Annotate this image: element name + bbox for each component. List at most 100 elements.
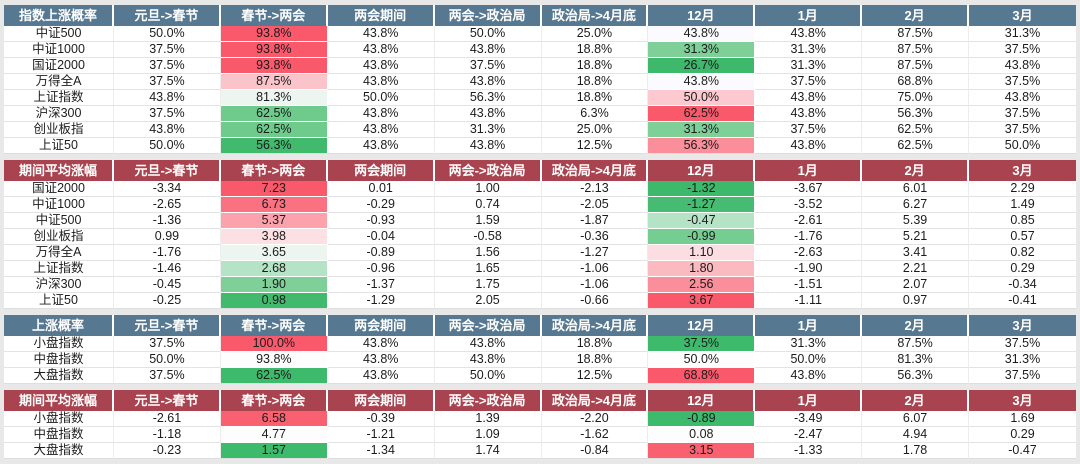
column-header: 春节->两会 (220, 315, 328, 336)
value-cell: -0.58 (434, 229, 542, 245)
value-cell: 1.59 (434, 213, 542, 229)
value-cell: 50.0% (114, 352, 221, 368)
value-cell: 75.0% (862, 90, 969, 106)
header-row: 指数上涨概率 元旦->春节 春节->两会 两会期间 两会->政治局 政治局->4月底 12月… (4, 5, 1076, 26)
value-cell: 68.8% (862, 74, 969, 90)
table-row: 创业板指 43.8% 62.5% 43.8% 31.3% 25.0% 31.3% 37.5% 6… (4, 122, 1076, 138)
column-header: 3月 (969, 315, 1076, 336)
value-cell: -1.11 (755, 293, 863, 309)
value-cell: 43.8% (434, 336, 542, 352)
value-cell: 43.8% (114, 90, 221, 106)
value-cell: 43.8% (755, 90, 863, 106)
row-label: 沪深300 (4, 106, 114, 122)
data-table-index-period-avg-change: 期间平均涨幅 元旦->春节 春节->两会 两会期间 两会->政治局 政治局->4月底 12月… (4, 160, 1076, 309)
column-header: 2月 (862, 160, 969, 181)
value-cell: -1.34 (327, 443, 435, 459)
value-cell: 3.41 (862, 245, 969, 261)
value-cell: -1.32 (648, 181, 756, 197)
value-cell: -1.33 (755, 443, 863, 459)
value-cell: 5.21 (862, 229, 969, 245)
table-row: 小盘指数 -2.61 6.58 -0.39 1.39 -2.20 -0.89 -3.49 6.0… (4, 411, 1076, 427)
value-cell: 31.3% (648, 122, 756, 138)
row-label: 上证50 (4, 138, 114, 154)
value-cell: -1.29 (327, 293, 435, 309)
value-cell: -1.27 (648, 197, 756, 213)
value-cell: 43.8% (755, 26, 863, 42)
value-cell: 18.8% (541, 352, 649, 368)
column-header: 两会->政治局 (434, 315, 542, 336)
value-cell: 43.8% (327, 58, 435, 74)
data-table-index-up-probability: 指数上涨概率 元旦->春节 春节->两会 两会期间 两会->政治局 政治局->4月底 12月… (4, 5, 1076, 154)
table-row: 中证500 50.0% 93.8% 43.8% 50.0% 25.0% 43.8% 43.8%… (4, 26, 1076, 42)
value-cell: -2.47 (755, 427, 863, 443)
value-cell: -0.84 (541, 443, 649, 459)
column-header: 元旦->春节 (114, 315, 221, 336)
value-cell: 31.3% (969, 26, 1076, 42)
value-cell: -2.65 (114, 197, 221, 213)
value-cell: 37.5% (969, 74, 1076, 90)
row-label: 大盘指数 (4, 443, 114, 459)
value-cell: 31.3% (648, 42, 756, 58)
value-cell: 50.0% (755, 352, 863, 368)
value-cell: -0.41 (969, 293, 1076, 309)
row-label: 国证2000 (4, 58, 114, 74)
value-cell: 18.8% (541, 336, 649, 352)
value-cell: -3.67 (755, 181, 863, 197)
value-cell: -0.89 (327, 245, 435, 261)
value-cell: 68.8% (648, 368, 756, 384)
value-cell: -0.45 (114, 277, 221, 293)
value-cell: 56.3% (648, 138, 756, 154)
value-cell: 12.5% (541, 138, 649, 154)
value-cell: 43.8% (434, 352, 542, 368)
value-cell: 3.15 (648, 443, 756, 459)
value-cell: 62.5% (862, 122, 969, 138)
row-label: 中盘指数 (4, 427, 114, 443)
value-cell: 43.8% (434, 42, 542, 58)
value-cell: 25.0% (541, 122, 649, 138)
value-cell: 1.80 (648, 261, 756, 277)
row-label: 大盘指数 (4, 368, 114, 384)
value-cell: -3.49 (755, 411, 863, 427)
value-cell: 50.0% (114, 138, 221, 154)
value-cell: 3.67 (648, 293, 756, 309)
section-title: 期间平均涨幅 (4, 160, 114, 181)
row-label: 万得全A (4, 74, 114, 90)
section-title: 上涨概率 (4, 315, 114, 336)
table-row: 创业板指 0.99 3.98 -0.04 -0.58 -0.36 -0.99 -1.76 5.2… (4, 229, 1076, 245)
value-cell: -0.89 (648, 411, 756, 427)
row-label: 上证50 (4, 293, 114, 309)
value-cell: 43.8% (969, 58, 1076, 74)
value-cell: 43.8% (969, 90, 1076, 106)
value-cell: 31.3% (755, 42, 863, 58)
column-header: 2月 (862, 315, 969, 336)
header-row: 期间平均涨幅 元旦->春节 春节->两会 两会期间 两会->政治局 政治局->4月底 12月… (4, 390, 1076, 411)
table-row: 上证50 50.0% 56.3% 43.8% 43.8% 12.5% 56.3% 43.8% 6… (4, 138, 1076, 154)
column-header: 12月 (648, 315, 756, 336)
value-cell: 62.5% (648, 106, 756, 122)
column-header: 政治局->4月底 (541, 5, 649, 26)
column-header: 两会期间 (327, 390, 435, 411)
value-cell: 43.8% (755, 368, 863, 384)
value-cell: 43.8% (114, 122, 221, 138)
column-header: 3月 (969, 5, 1076, 26)
value-cell: 37.5% (969, 122, 1076, 138)
header-row: 上涨概率 元旦->春节 春节->两会 两会期间 两会->政治局 政治局->4月底 12月 1月… (4, 315, 1076, 336)
value-cell: 31.3% (969, 352, 1076, 368)
value-cell: 1.69 (969, 411, 1076, 427)
value-cell: -1.90 (755, 261, 863, 277)
table-row: 万得全A 37.5% 87.5% 43.8% 43.8% 18.8% 43.8% 37.5% 6… (4, 74, 1076, 90)
value-cell: -0.36 (541, 229, 649, 245)
column-header: 12月 (648, 5, 756, 26)
row-label: 创业板指 (4, 122, 114, 138)
value-cell: 37.5% (969, 106, 1076, 122)
table-row: 中证1000 -2.65 6.73 -0.29 0.74 -2.05 -1.27 -3.52 6… (4, 197, 1076, 213)
column-header: 两会->政治局 (434, 160, 542, 181)
column-header: 1月 (755, 315, 863, 336)
value-cell: -1.51 (755, 277, 863, 293)
value-cell: -0.93 (327, 213, 435, 229)
value-cell: 4.77 (220, 427, 328, 443)
value-cell: 1.57 (220, 443, 328, 459)
row-label: 小盘指数 (4, 411, 114, 427)
value-cell: -0.39 (327, 411, 435, 427)
value-cell: -1.87 (541, 213, 649, 229)
